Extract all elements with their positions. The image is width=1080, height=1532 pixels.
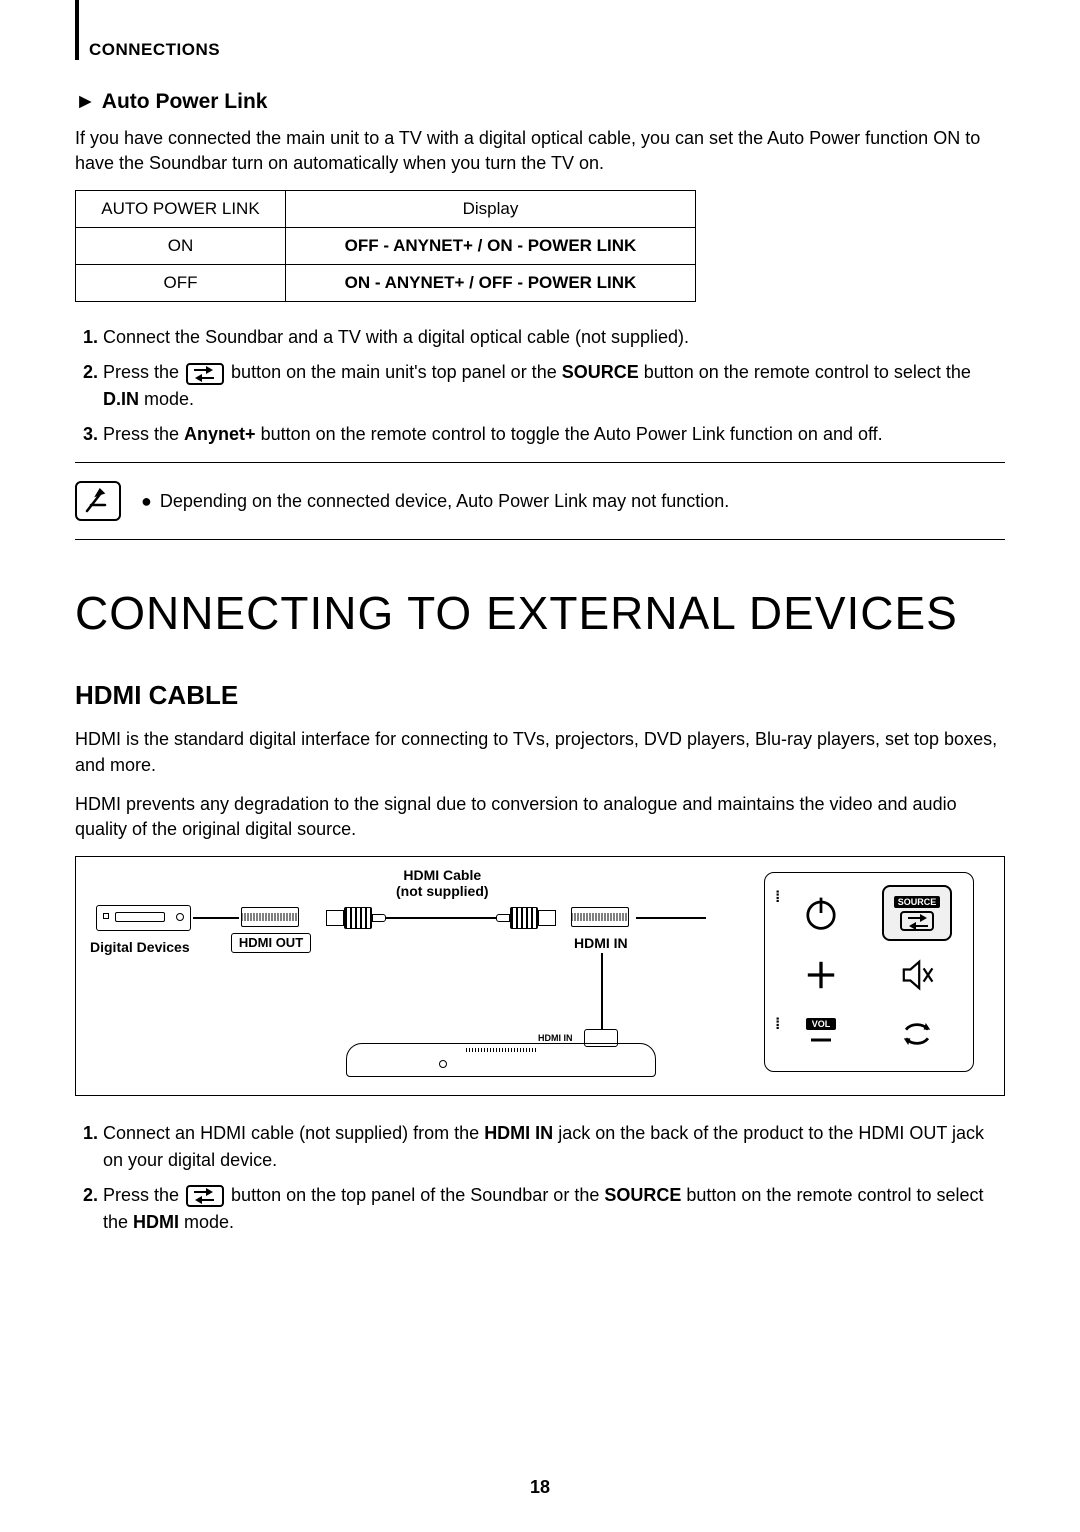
auto-power-heading-text: Auto Power Link [102, 90, 268, 113]
table-cell: OFF [76, 265, 286, 302]
mute-button-icon [873, 949, 961, 1000]
table-header: Display [286, 191, 696, 228]
hdmi-cable-label: HDMI Cable (not supplied) [396, 867, 489, 899]
note-icon [75, 481, 121, 521]
digital-devices-label: Digital Devices [90, 939, 190, 955]
vol-down-button-icon: ⁞ VOL [777, 1008, 865, 1059]
page-number: 18 [0, 1477, 1080, 1498]
list-item: Connect the Soundbar and a TV with a dig… [103, 324, 1005, 351]
connection-line [601, 953, 603, 1029]
section-label: CONNECTIONS [75, 40, 1005, 60]
hdmi-steps: Connect an HDMI cable (not supplied) fro… [75, 1120, 1005, 1236]
power-button-icon: ⁞ [777, 885, 865, 941]
auto-power-intro: If you have connected the main unit to a… [75, 126, 1005, 176]
list-item: Press the button on the main unit's top … [103, 359, 1005, 413]
table-cell: OFF - ANYNET+ / ON - POWER LINK [286, 228, 696, 265]
connection-line [636, 917, 706, 919]
hdmi-diagram: Digital Devices HDMI OUT HDMI Cable (not… [75, 856, 1005, 1096]
hdmi-heading: HDMI CABLE [75, 680, 1005, 711]
hdmi-connector-right-icon [496, 907, 556, 929]
repeat-button-icon [873, 1008, 961, 1059]
main-title: CONNECTING TO EXTERNAL DEVICES [75, 586, 1005, 640]
soundbar-icon [346, 1043, 656, 1077]
table-header: AUTO POWER LINK [76, 191, 286, 228]
hdmi-out-port-icon [241, 907, 299, 927]
vol-up-button-icon [777, 949, 865, 1000]
hdmi-in-port-icon [571, 907, 629, 927]
auto-power-heading: ► Auto Power Link [75, 90, 1005, 114]
table-cell: ON - ANYNET+ / OFF - POWER LINK [286, 265, 696, 302]
hdmi-connector-left-icon [326, 907, 386, 929]
top-left-rule [75, 0, 79, 40]
source-icon [186, 1185, 224, 1207]
note-box: ●Depending on the connected device, Auto… [75, 462, 1005, 540]
remote-control-panel: ⁞ SOURCE ⁞ VOL [764, 872, 974, 1072]
source-icon [186, 363, 224, 385]
triangle-icon: ► [75, 90, 96, 114]
page-content: CONNECTIONS ► Auto Power Link If you have… [0, 0, 1080, 1290]
source-button: SOURCE [873, 885, 961, 941]
connection-line [193, 917, 239, 919]
auto-power-steps: Connect the Soundbar and a TV with a dig… [75, 324, 1005, 448]
digital-device-icon [96, 905, 191, 931]
hdmi-p1: HDMI is the standard digital interface f… [75, 727, 1005, 777]
list-item: Connect an HDMI cable (not supplied) fro… [103, 1120, 1005, 1174]
hdmi-p2: HDMI prevents any degradation to the sig… [75, 792, 1005, 842]
list-item: Press the button on the top panel of the… [103, 1182, 1005, 1236]
note-text: ●Depending on the connected device, Auto… [141, 491, 729, 512]
list-item: Press the Anynet+ button on the remote c… [103, 421, 1005, 448]
hdmi-in-small-label: HDMI IN [538, 1033, 573, 1043]
auto-power-table: AUTO POWER LINK Display ON OFF - ANYNET+… [75, 190, 696, 302]
hdmi-cable-line [386, 917, 496, 919]
table-cell: ON [76, 228, 286, 265]
hdmi-in-label: HDMI IN [574, 935, 628, 951]
hdmi-out-label-box: HDMI OUT [231, 933, 311, 953]
